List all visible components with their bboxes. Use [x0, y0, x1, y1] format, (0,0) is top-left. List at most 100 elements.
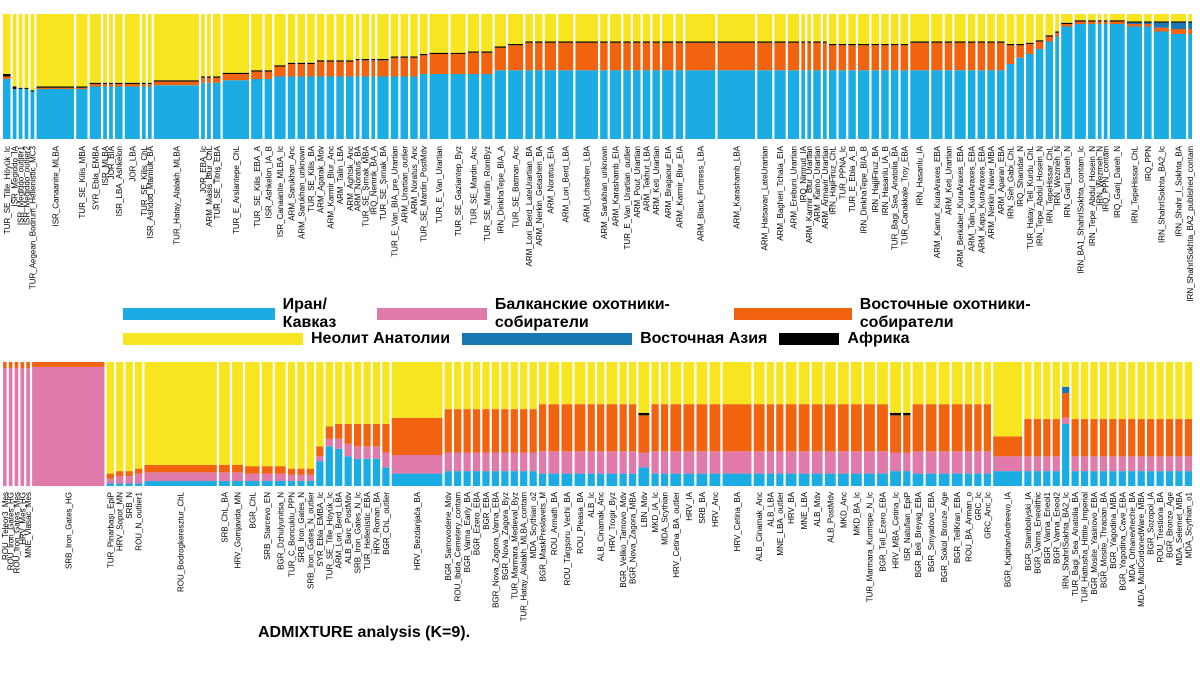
segment-iran_caucasus: [76, 89, 88, 139]
segment-iran_caucasus: [355, 76, 360, 139]
population-bar-bottom-59: [798, 362, 810, 486]
population-bar-bottom-87: [1128, 362, 1136, 486]
population-bar-top-53: [652, 14, 660, 139]
segment-africa: [264, 70, 273, 72]
segment-iran_caucasus: [353, 458, 362, 486]
segment-balkan_hg: [574, 451, 586, 474]
segment-anatolian_neolithic: [787, 14, 800, 42]
segment-africa: [638, 412, 650, 416]
segment-balkan_hg: [1156, 456, 1164, 472]
segment-iran_caucasus: [261, 481, 273, 486]
segment-balkan_hg: [670, 451, 682, 474]
population-label: TUR_SE_Tille_Höyük_Ic: [3, 146, 12, 234]
population-bar-top-46: [558, 14, 574, 139]
segment-eastern_hg: [222, 74, 249, 81]
segment-anatolian_neolithic: [1024, 362, 1032, 420]
segment-anatolian_neolithic: [30, 14, 35, 91]
segment-eastern_hg: [144, 464, 217, 473]
population-bar-bottom-17: [297, 362, 305, 486]
segment-eastern_hg: [838, 45, 847, 71]
segment-iran_caucasus: [954, 70, 966, 139]
segment-eastern_hg: [828, 45, 837, 71]
segment-balkan_hg: [491, 452, 500, 472]
segment-iran_caucasus: [501, 471, 509, 486]
population-label: ISR_Canaanite_MLBA_Ic: [276, 146, 285, 237]
segment-eastern_hg: [8, 362, 13, 369]
segment-anatolian_neolithic: [325, 362, 333, 427]
segment-balkan_hg: [501, 452, 509, 472]
segment-balkan_hg: [316, 456, 324, 462]
segment-eastern_hg: [1184, 419, 1192, 457]
segment-iran_caucasus: [482, 471, 490, 486]
segment-africa: [544, 41, 557, 43]
population-bar-top-27: [336, 14, 344, 139]
segment-iran_caucasus: [798, 473, 810, 486]
segment-iran_caucasus: [391, 473, 443, 486]
segment-eastern_hg: [429, 54, 449, 74]
population-label: ISR_Canaanite_MLBA: [51, 145, 60, 226]
segment-balkan_hg: [538, 451, 547, 474]
segment-anatolian_neolithic: [871, 14, 879, 44]
population-bar-bottom-23: [353, 362, 362, 486]
population-label: BGR_Yagodina_MBA: [1109, 491, 1118, 568]
segment-eastern_hg: [36, 87, 75, 89]
population-bar-bottom-80: [1062, 362, 1070, 486]
segment-balkan_hg: [261, 473, 273, 482]
population-label: ALB_Ic: [587, 492, 596, 518]
segment-eastern_hg: [3, 76, 11, 79]
segment-eastern_hg: [14, 362, 19, 369]
population-bar-top-15: [201, 14, 205, 139]
segment-iran_caucasus: [544, 70, 557, 139]
population-label: MDA_Orhanevheche_BA: [1128, 491, 1137, 581]
segment-iran_caucasus: [1165, 471, 1174, 486]
segment-anatolian_neolithic: [307, 14, 315, 63]
segment-anatolian_neolithic: [147, 14, 152, 83]
population-bar-bottom-33: [491, 362, 500, 486]
segment-eastern_hg: [297, 64, 305, 77]
population-label: ALB_LBA: [766, 491, 775, 526]
segment-africa: [30, 90, 35, 92]
segment-iran_caucasus: [561, 473, 573, 486]
segment-anatolian_neolithic: [326, 14, 335, 61]
segment-eastern_hg: [944, 42, 953, 71]
segment-anatolian_neolithic: [877, 362, 888, 405]
segment-iran_caucasus: [910, 70, 930, 139]
segment-iran_caucasus: [651, 473, 659, 486]
population-bar-bottom-46: [628, 362, 637, 486]
legend-swatch-africa: [779, 333, 840, 345]
population-bar-bottom-58: [785, 362, 797, 486]
population-label: TUR_Pinarbaşı_EpiP: [106, 492, 115, 568]
segment-anatolian_neolithic: [482, 362, 490, 410]
segment-iran_caucasus: [1128, 471, 1136, 486]
segment-africa: [207, 76, 211, 78]
segment-africa: [297, 62, 305, 64]
population-label: ISR_MLBA: [101, 145, 110, 185]
segment-anatolian_neolithic: [766, 362, 775, 405]
segment-iran_caucasus: [675, 70, 684, 139]
segment-balkan_hg: [26, 368, 30, 486]
segment-eastern_hg: [3, 362, 7, 369]
legend-item-balkan-hg: Балканские охотники-собиратели: [377, 296, 721, 332]
segment-africa: [36, 86, 75, 88]
segment-anatolian_neolithic: [587, 362, 595, 405]
segment-anatolian_neolithic: [1153, 14, 1169, 22]
population-label: ROU_Pleasa_BA: [576, 491, 585, 553]
segment-eastern_hg: [419, 55, 428, 74]
segment-eastern_hg: [785, 404, 797, 452]
population-bar-bottom-2: [14, 362, 19, 486]
segment-eastern_hg: [520, 409, 528, 453]
segment-east_asia: [1062, 386, 1070, 393]
population-label: ROU_BA_Arman_o: [964, 491, 973, 561]
legend-label-east-asia: Восточная Азия: [640, 330, 768, 347]
segment-iran_caucasus: [429, 74, 449, 139]
population-bar-top-78: [977, 14, 986, 139]
segment-africa: [1153, 21, 1169, 23]
population-label: IRN_Shahr_I_Sokhta_BA: [1175, 145, 1184, 236]
segment-anatolian_neolithic: [18, 14, 23, 88]
population-bar-top-80: [997, 14, 1005, 139]
segment-anatolian_neolithic: [450, 14, 466, 53]
population-label: HRV_BA: [787, 491, 796, 524]
segment-iran_caucasus: [609, 70, 622, 139]
segment-balkan_hg: [877, 451, 888, 474]
population-label: BGR_Sozopol_IA: [1147, 491, 1156, 554]
